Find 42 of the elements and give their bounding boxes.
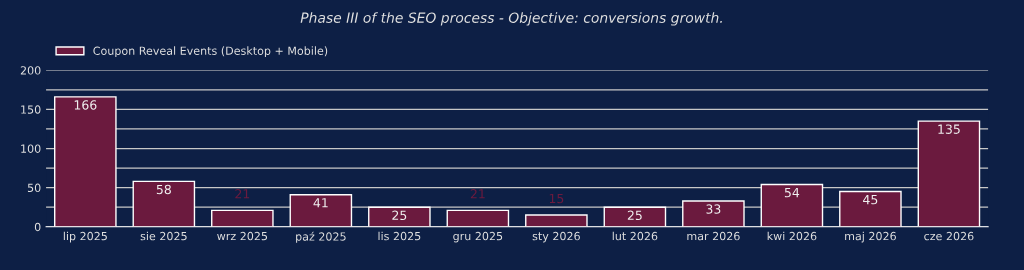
x-tick-label: lip 2025 [63, 231, 107, 243]
data-label: 45 [863, 195, 878, 205]
data-label: 25 [392, 210, 407, 221]
x-tick-label: cze 2026 [924, 231, 974, 241]
x-tick-label: gru 2025 [453, 231, 503, 243]
x-tick-label: wrz 2025 [217, 231, 268, 241]
data-label: 33 [706, 204, 721, 214]
bar [446, 209, 510, 227]
y-tick-label: 0 [34, 222, 41, 232]
data-label: 135 [938, 124, 960, 134]
y-tick-label: 50 [27, 183, 41, 193]
data-label: 15 [549, 193, 564, 204]
bar [132, 180, 196, 227]
x-tick-label: sty 2026 [532, 231, 580, 243]
y-tick-label: 200 [20, 66, 41, 75]
x-tick-label: maj 2026 [845, 231, 896, 243]
data-label: 21 [235, 189, 250, 199]
legend-label: Coupon Reveal Events (Desktop + Mobile) [93, 46, 328, 58]
y-tick-label: 100 [21, 144, 41, 153]
data-label: 58 [156, 184, 171, 195]
data-label: 54 [784, 188, 800, 198]
chart-title: Phase III of the SEO process - Objective: conversions growth. [300, 12, 722, 26]
bar [839, 190, 902, 227]
x-tick-label: lis 2025 [378, 231, 421, 241]
bar [289, 194, 353, 227]
bar [211, 209, 274, 227]
y-tick-label: 150 [21, 105, 41, 114]
data-label: 21 [470, 189, 485, 199]
data-label: 41 [313, 198, 328, 208]
bar [682, 200, 745, 227]
data-label: 25 [627, 210, 642, 221]
bar [917, 120, 981, 227]
x-tick-label: sie 2025 [140, 231, 187, 241]
bar [525, 214, 588, 227]
bar [54, 96, 117, 227]
x-tick-label: kwi 2026 [767, 231, 817, 241]
x-tick-label: mar 2026 [687, 231, 740, 241]
x-tick-label: lut 2026 [612, 231, 658, 241]
bar [760, 183, 824, 227]
bar [368, 206, 431, 227]
data-label: 166 [74, 100, 97, 110]
x-tick-label: paź 2025 [296, 231, 346, 243]
